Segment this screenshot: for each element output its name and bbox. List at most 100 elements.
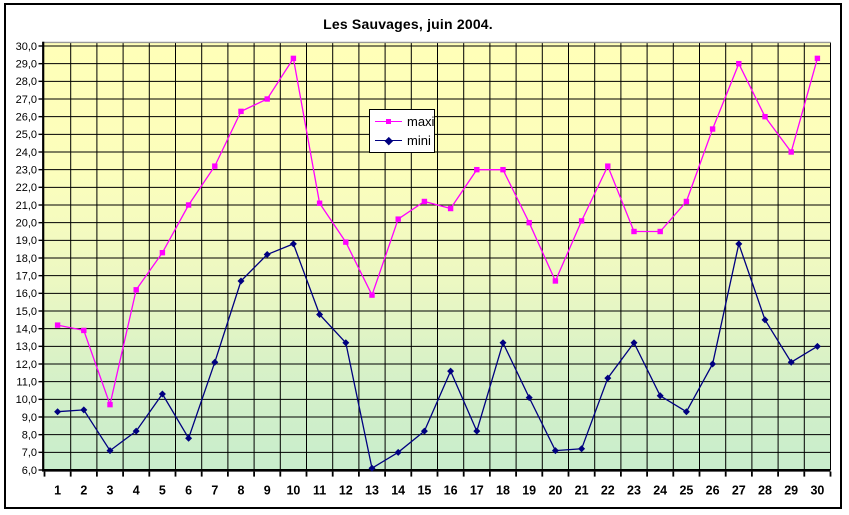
- svg-text:11,0: 11,0: [16, 376, 37, 388]
- mini-marker: [447, 367, 455, 375]
- legend-label-mini: mini: [407, 133, 431, 148]
- mini-marker: [656, 392, 664, 400]
- maxi-marker: [788, 149, 794, 155]
- svg-text:4: 4: [133, 484, 140, 498]
- svg-text:15: 15: [417, 484, 431, 498]
- legend-item-maxi: maxi: [375, 113, 434, 131]
- svg-text:9: 9: [264, 484, 271, 498]
- gridlines: [43, 42, 831, 470]
- mini-marker: [709, 360, 717, 368]
- maxi-marker: [762, 113, 768, 120]
- svg-text:24,0: 24,0: [16, 147, 37, 159]
- mini-marker: [604, 374, 612, 382]
- svg-text:6,0: 6,0: [22, 465, 37, 477]
- svg-text:2: 2: [80, 484, 87, 498]
- legend-label-maxi: maxi: [407, 114, 435, 129]
- svg-text:26: 26: [706, 484, 720, 498]
- svg-text:12,0: 12,0: [16, 359, 37, 371]
- svg-text:10,0: 10,0: [16, 394, 37, 406]
- svg-text:30: 30: [810, 484, 824, 498]
- maxi-marker: [107, 401, 113, 408]
- maxi-marker: [369, 292, 375, 298]
- svg-text:19: 19: [522, 484, 536, 498]
- maxi-marker: [159, 250, 166, 256]
- svg-text:1: 1: [54, 484, 61, 498]
- svg-text:29: 29: [784, 484, 798, 498]
- mini-line: [57, 241, 818, 470]
- mini-marker: [813, 342, 821, 350]
- svg-text:14: 14: [391, 484, 405, 498]
- mini-marker: [316, 311, 324, 319]
- svg-text:8: 8: [238, 484, 245, 498]
- svg-text:17: 17: [470, 484, 484, 498]
- svg-text:12: 12: [339, 484, 353, 498]
- mini-line-sample-icon: [375, 136, 402, 146]
- x-axis-labels: 1 2 3 4 5 6 7 8 9 10 11 12 13 14 15 16 17 18 19 20 21 22 23 24 2…: [54, 484, 824, 498]
- chart-title: Les Sauvages, juin 2004.: [323, 16, 493, 32]
- maxi-marker: [316, 200, 323, 206]
- mini-marker: [394, 448, 402, 456]
- maxi-marker: [212, 163, 218, 169]
- svg-text:14,0: 14,0: [16, 323, 37, 335]
- axis-ticks: [38, 45, 832, 477]
- mini-diamond-marker-icon: [384, 136, 393, 145]
- svg-text:18,0: 18,0: [16, 253, 37, 265]
- mini-marker: [499, 339, 507, 347]
- mini-marker: [578, 445, 586, 453]
- mini-marker: [80, 406, 88, 414]
- mini-marker: [682, 408, 690, 416]
- svg-text:25,0: 25,0: [16, 129, 37, 141]
- mini-marker: [237, 277, 245, 285]
- svg-text:13: 13: [365, 484, 379, 498]
- svg-text:29,0: 29,0: [16, 58, 37, 70]
- svg-text:7,0: 7,0: [22, 447, 37, 459]
- maxi-square-marker-icon: [385, 118, 392, 125]
- y-axis-labels: 30,0 29,0 28,0 27,0 26,0 25,0 24,0 23,0 22,0 21,0…: [16, 41, 37, 477]
- maxi-line-sample-icon: [375, 117, 402, 127]
- mini-marker: [54, 408, 62, 416]
- maxi-marker: [421, 198, 428, 205]
- svg-text:19,0: 19,0: [16, 235, 37, 247]
- maxi-marker: [290, 55, 297, 62]
- maxi-marker: [447, 205, 454, 212]
- svg-text:22,0: 22,0: [16, 182, 37, 194]
- mini-marker: [158, 390, 166, 398]
- svg-text:6: 6: [185, 484, 192, 498]
- svg-text:28,0: 28,0: [16, 76, 37, 88]
- maxi-marker: [578, 218, 585, 224]
- mini-marker: [106, 447, 114, 455]
- maxi-marker: [343, 239, 349, 245]
- svg-text:10: 10: [286, 484, 300, 498]
- svg-text:30,0: 30,0: [16, 41, 37, 53]
- maxi-line: [57, 56, 819, 407]
- maxi-marker: [264, 96, 270, 102]
- mini-marker: [525, 394, 533, 402]
- legend-item-mini: mini: [375, 132, 434, 150]
- svg-text:8,0: 8,0: [22, 429, 37, 441]
- legend-box: maxi mini: [369, 109, 435, 153]
- svg-text:16: 16: [444, 484, 458, 498]
- maxi-marker: [133, 287, 139, 293]
- maxi-marker: [500, 166, 506, 173]
- maxi-marker: [683, 198, 690, 205]
- svg-text:13,0: 13,0: [16, 341, 37, 353]
- svg-text:11: 11: [313, 484, 326, 498]
- mini-marker: [420, 427, 428, 435]
- svg-text:3: 3: [107, 484, 114, 498]
- svg-text:24: 24: [653, 484, 667, 498]
- mini-marker: [263, 250, 271, 258]
- maxi-marker: [736, 60, 742, 67]
- svg-text:21: 21: [575, 484, 589, 498]
- maxi-marker: [185, 202, 192, 208]
- maxi-marker: [54, 322, 61, 328]
- series-maxi: [54, 55, 821, 408]
- maxi-marker: [657, 228, 663, 235]
- maxi-marker: [814, 55, 821, 62]
- svg-text:27,0: 27,0: [16, 94, 37, 106]
- svg-text:9,0: 9,0: [22, 412, 37, 424]
- maxi-marker: [526, 219, 532, 226]
- mini-marker: [630, 339, 638, 347]
- svg-text:20: 20: [548, 484, 562, 498]
- svg-text:25: 25: [679, 484, 693, 498]
